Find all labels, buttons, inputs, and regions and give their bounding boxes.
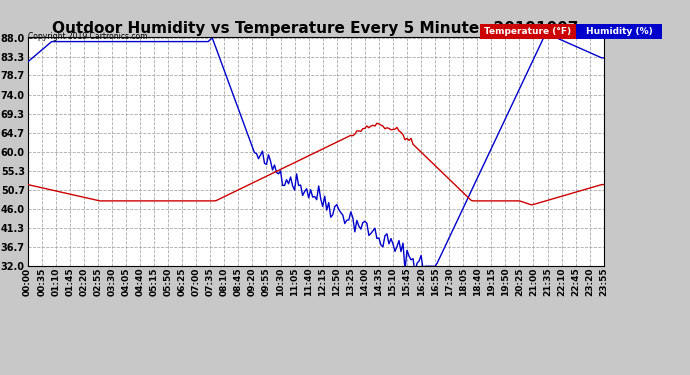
- Text: Copyright 2019 Cartronics.com: Copyright 2019 Cartronics.com: [28, 32, 147, 41]
- Text: Humidity (%): Humidity (%): [586, 27, 653, 36]
- Text: Temperature (°F): Temperature (°F): [484, 27, 571, 36]
- Title: Outdoor Humidity vs Temperature Every 5 Minutes 20191007: Outdoor Humidity vs Temperature Every 5 …: [52, 21, 579, 36]
